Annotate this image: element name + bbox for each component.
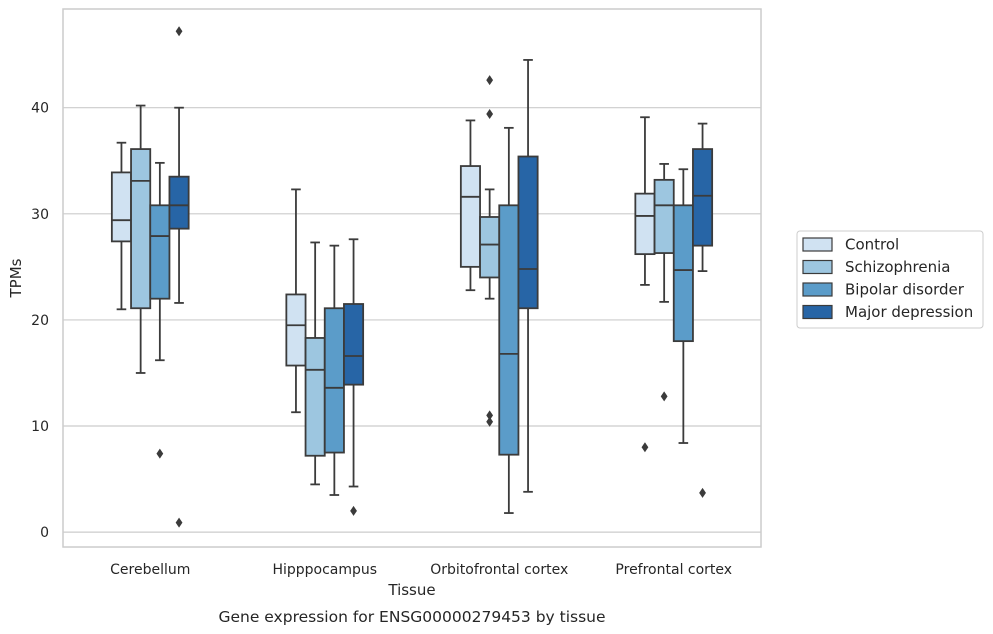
outlier-point: [699, 487, 706, 498]
outlier-point: [660, 391, 668, 402]
y-tick-labels: 0 10 20 30 40: [31, 101, 49, 541]
box-iqr: [498, 204, 520, 456]
box-control: [634, 116, 656, 453]
plot-boxes: [110, 26, 714, 528]
box-schizophrenia: [304, 241, 326, 486]
y-tick-label: 0: [40, 525, 49, 541]
y-tick-label: 30: [31, 207, 49, 223]
chart-caption: Gene expression for ENSG00000279453 by t…: [218, 608, 605, 626]
box-iqr: [634, 192, 656, 256]
box-iqr: [168, 175, 190, 230]
outlier-point: [175, 517, 183, 528]
legend-swatch: [802, 259, 833, 275]
box-iqr: [149, 204, 171, 300]
box-iqr: [343, 303, 365, 386]
box-iqr: [672, 204, 694, 343]
box-iqr: [517, 155, 539, 310]
box-iqr: [130, 148, 152, 310]
box-major-depression: [517, 59, 539, 493]
legend-frame: [796, 230, 984, 329]
box-bipolar-disorder: [672, 168, 694, 444]
x-tick-labels: Cerebellum Hipppocampus Orbitofrontal cort…: [110, 562, 732, 578]
box-major-depression: [343, 238, 365, 516]
outlier-point: [641, 442, 649, 453]
box-iqr: [323, 307, 345, 454]
box-control: [285, 188, 307, 414]
y-axis-label: TPMs: [7, 258, 25, 298]
outlier-point: [156, 448, 164, 459]
outlier-point: [486, 410, 494, 421]
legend-swatch: [802, 304, 833, 320]
legend-swatch: [802, 237, 833, 252]
outlier-point: [175, 26, 183, 37]
outlier-point: [486, 75, 494, 86]
box-schizophrenia: [130, 104, 152, 374]
x-tick-label: Cerebellum: [110, 562, 190, 578]
x-tick-label: Hipppocampus: [272, 562, 377, 578]
box-iqr: [653, 178, 675, 254]
gridlines: [63, 107, 761, 533]
legend-label: Schizophrenia: [845, 258, 950, 276]
box-control: [459, 119, 481, 292]
legend-label: Control: [845, 236, 899, 254]
box-major-depression: [692, 122, 714, 498]
box-bipolar-disorder: [498, 126, 520, 514]
box-iqr: [459, 165, 481, 268]
box-bipolar-disorder: [149, 161, 171, 459]
box-major-depression: [168, 26, 190, 528]
box-schizophrenia: [479, 75, 501, 427]
legend: Control Schizophrenia Bipolar disorder Majo…: [796, 230, 984, 329]
box-iqr: [692, 148, 714, 247]
box-iqr: [285, 293, 307, 367]
x-tick-label: Prefrontal cortex: [615, 562, 732, 578]
y-tick-label: 20: [31, 313, 49, 329]
outlier-point: [486, 416, 494, 427]
box-iqr: [110, 171, 132, 243]
y-tick-label: 40: [31, 101, 49, 117]
outlier-point: [350, 505, 357, 516]
box-bipolar-disorder: [323, 244, 345, 496]
legend-label: Major depression: [845, 303, 973, 321]
box-iqr: [479, 216, 501, 279]
y-tick-label: 10: [31, 419, 49, 435]
box-iqr: [304, 337, 326, 457]
x-axis-label: Tissue: [387, 581, 435, 599]
plot-frame: [62, 8, 762, 548]
outlier-point: [486, 109, 494, 120]
x-tick-label: Orbitofrontal cortex: [430, 562, 568, 578]
legend-swatch: [802, 282, 833, 297]
box-control: [110, 141, 132, 311]
legend-label: Bipolar disorder: [845, 281, 965, 299]
box-schizophrenia: [653, 163, 675, 402]
